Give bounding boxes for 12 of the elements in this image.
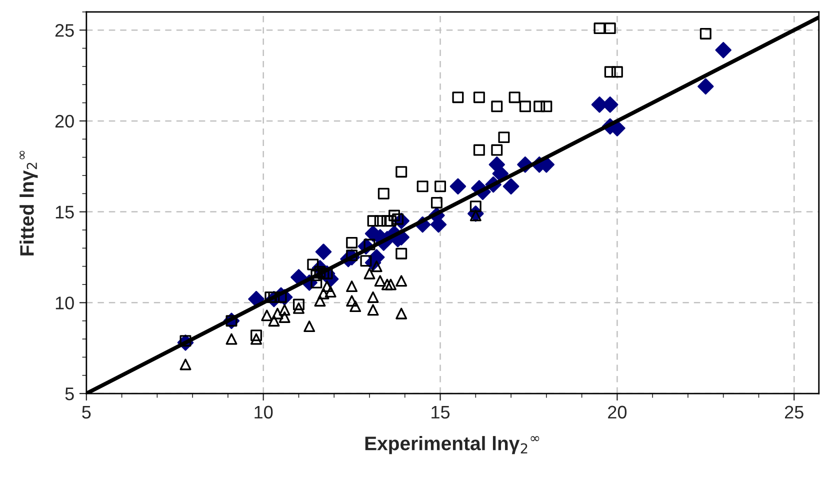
y-tick-label: 10: [56, 296, 74, 310]
x-axis-title: Experimental lnγ$_{2}$$^{∞}$: [365, 436, 540, 454]
y-tick-label: 5: [65, 388, 74, 400]
x-tick-label: 15: [432, 406, 450, 419]
y-tick-label: 25: [55, 24, 74, 37]
x-tick-label: 25: [784, 406, 804, 419]
x-tick-label: 5: [82, 406, 91, 419]
y-axis-title: Fitted lnγ$_{2}$$^{∞}$: [20, 150, 38, 256]
y-tick-label: 20: [55, 114, 74, 128]
x-tick-label: 20: [608, 406, 627, 419]
y-tick-label: 15: [56, 206, 74, 219]
x-tick-label: 10: [254, 406, 273, 419]
